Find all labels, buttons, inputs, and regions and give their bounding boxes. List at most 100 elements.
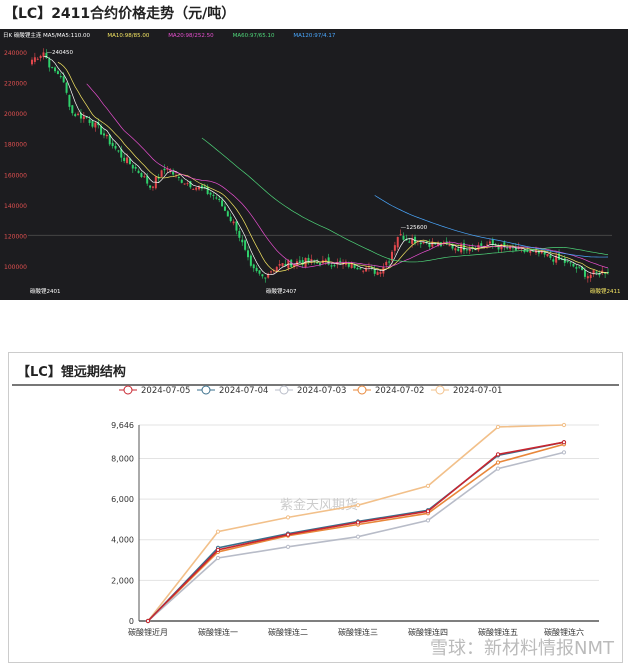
- data-point: [215, 547, 221, 552]
- candle-body: [376, 272, 379, 275]
- candle-body: [463, 243, 465, 251]
- data-point: [145, 618, 151, 624]
- candle-body: [385, 261, 388, 266]
- candle-body: [183, 183, 186, 185]
- series-line: [147, 441, 565, 622]
- candle-body: [108, 134, 111, 145]
- candle-body: [310, 259, 313, 261]
- candle-body: [264, 277, 267, 279]
- candle-body: [114, 145, 117, 149]
- candle-body: [468, 248, 471, 252]
- data-point: [215, 529, 221, 534]
- candle-body: [120, 149, 123, 158]
- candle-body: [100, 126, 103, 135]
- candle-body: [45, 52, 48, 59]
- candle-body: [241, 239, 244, 243]
- candle-body: [244, 240, 247, 250]
- candle-body: [558, 253, 561, 260]
- candle-body: [304, 257, 307, 267]
- candle-body: [59, 76, 62, 78]
- candle-body: [555, 255, 558, 263]
- candle-body: [284, 263, 287, 267]
- ma120-line: [374, 195, 609, 258]
- candle-body: [126, 157, 129, 163]
- legend-marker: [435, 385, 445, 395]
- candle-body: [226, 211, 229, 217]
- candle-body: [39, 55, 42, 59]
- candle-body: [54, 67, 57, 72]
- candle-body: [160, 170, 163, 177]
- watermark: 雪球：新材料情报NMT: [430, 638, 614, 659]
- candle-body: [460, 244, 463, 253]
- candle-body: [523, 250, 526, 253]
- data-point: [561, 422, 567, 428]
- candle-body: [488, 241, 491, 244]
- data-point: [561, 450, 567, 455]
- candle-body: [402, 236, 405, 240]
- candle-body: [316, 262, 319, 264]
- candle-body: [56, 71, 59, 75]
- data-point: [285, 544, 291, 549]
- candle-body: [91, 120, 94, 127]
- candle-body: [198, 186, 201, 190]
- panel-title: 【LC】锂远期结构: [17, 365, 126, 380]
- candle-body: [356, 267, 359, 270]
- legend-label: 2024-07-02: [375, 386, 424, 396]
- candle-body: [235, 221, 238, 231]
- candle-body: [514, 247, 517, 251]
- legend-entry: MA60:97/65.10: [233, 33, 275, 39]
- candle-body: [422, 241, 425, 244]
- candle-body: [261, 274, 264, 277]
- candle-body: [31, 59, 33, 65]
- candle-body: [143, 176, 146, 178]
- y-tick-label: 180000: [4, 142, 27, 149]
- legend-entry: MA10:98/85.00: [107, 33, 149, 39]
- candle-body: [370, 266, 373, 268]
- candle-body: [511, 246, 514, 249]
- candle-body: [33, 57, 36, 62]
- candle-body: [223, 206, 226, 211]
- candle-body: [212, 194, 215, 196]
- candle-body: [88, 119, 91, 123]
- candle-body: [604, 272, 607, 274]
- forward-curve-chart: 0 2,000 4,000 6,000 8,000 9,646 碳酸锂近月 碳酸锂连一 碳酸锂连…: [111, 385, 599, 637]
- candle-body: [232, 221, 235, 224]
- series-line: [147, 441, 565, 622]
- candle-body: [324, 259, 327, 262]
- candle-body: [62, 76, 65, 83]
- candle-body: [229, 216, 232, 222]
- legend-label: 2024-07-01: [453, 386, 502, 396]
- candle-body: [503, 242, 506, 247]
- candle-body: [94, 122, 97, 128]
- legend-label: 2024-07-05: [141, 386, 190, 396]
- candle-body: [68, 94, 71, 107]
- candle-body: [307, 257, 310, 263]
- candle-body: [218, 198, 221, 200]
- y-tick-label: 120000: [4, 233, 27, 240]
- candle-body: [393, 245, 396, 251]
- candle-body: [411, 238, 414, 245]
- candle-body: [578, 266, 581, 268]
- data-point: [285, 532, 291, 537]
- x-tick-label: 碳酸锂连二: [268, 627, 308, 637]
- candle-body: [79, 113, 82, 119]
- center-watermark: 紫金天风期货: [280, 497, 358, 513]
- data-point: [495, 424, 501, 430]
- candle-body: [195, 187, 198, 190]
- candle-body: [379, 272, 382, 274]
- y-tick-label: 9,646: [111, 421, 134, 430]
- high-marker: —125600: [401, 225, 428, 231]
- candle-body: [362, 270, 365, 272]
- candle-body: [48, 58, 51, 68]
- candle-body: [552, 259, 555, 262]
- candle-body: [532, 250, 535, 252]
- candle-body: [347, 262, 350, 267]
- candle-body: [85, 116, 88, 118]
- series-line: [147, 443, 565, 622]
- candle-body: [278, 264, 281, 266]
- y-tick-label: 6,000: [111, 495, 134, 504]
- candle-body: [65, 82, 68, 93]
- candle-body: [42, 52, 45, 57]
- candle-body: [77, 113, 80, 116]
- candle-body: [131, 164, 134, 169]
